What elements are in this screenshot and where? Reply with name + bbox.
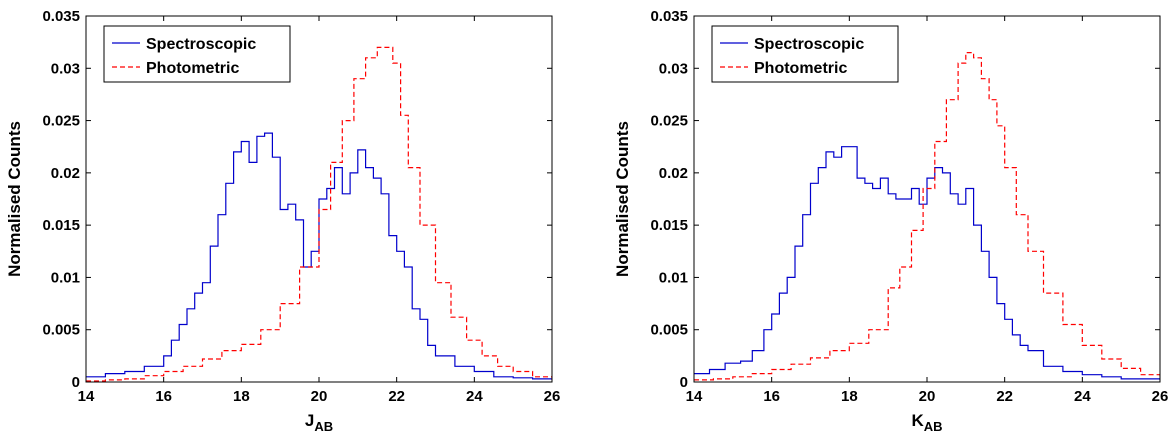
y-tick-label: 0.015 <box>42 217 80 234</box>
legend-label-photometric: Photometric <box>754 60 847 77</box>
x-tick-label: 18 <box>233 388 250 405</box>
x-tick-label: 20 <box>919 388 936 405</box>
y-axis-label: Normalised Counts <box>613 121 632 277</box>
x-tick-label: 26 <box>544 388 561 405</box>
x-axis-label: JAB <box>305 411 333 434</box>
legend: Spectroscopic Photometric <box>711 25 899 83</box>
series-photometric-line <box>86 46 552 382</box>
x-tick-label: 22 <box>996 388 1013 405</box>
y-tick-label: 0 <box>72 374 80 391</box>
y-tick-label: 0.005 <box>650 322 688 339</box>
x-tick-label: 18 <box>841 388 858 405</box>
y-tick-label: 0.01 <box>659 269 688 286</box>
y-tick-label: 0.02 <box>659 165 688 182</box>
x-axis-label-main: J <box>305 411 314 430</box>
x-axis-label-subscript: AB <box>314 419 333 434</box>
x-tick-label: 22 <box>388 388 405 405</box>
y-tick-label: 0.02 <box>51 165 80 182</box>
chart-panel-k-band: 14 16 18 20 22 24 26 0 0.005 0.01 0.015 0.02 0.025 0.… <box>613 8 1168 434</box>
x-tick-label: 16 <box>155 388 172 405</box>
x-axis-label-main: K <box>911 411 924 430</box>
y-tick-label: 0 <box>680 374 688 391</box>
y-tick-label: 0.03 <box>51 60 80 77</box>
legend-box <box>103 25 291 83</box>
y-tick-label: 0.035 <box>42 8 80 25</box>
legend-label-spectroscopic: Spectroscopic <box>754 36 864 53</box>
y-tick-label: 0.025 <box>650 113 688 130</box>
x-tick-label: 14 <box>686 388 703 405</box>
y-axis-label: Normalised Counts <box>5 121 24 277</box>
y-tick-label: 0.025 <box>42 113 80 130</box>
y-tick-label: 0.01 <box>51 269 80 286</box>
legend-box <box>711 25 899 83</box>
x-axis-label-subscript: AB <box>924 419 943 434</box>
x-tick-label: 24 <box>1074 388 1091 405</box>
x-tick-label: 24 <box>466 388 483 405</box>
y-tick-label: 0.005 <box>42 322 80 339</box>
x-tick-label: 16 <box>763 388 780 405</box>
x-tick-label: 26 <box>1152 388 1169 405</box>
y-tick-label: 0.035 <box>650 8 688 25</box>
legend: Spectroscopic Photometric <box>103 25 291 83</box>
legend-label-photometric: Photometric <box>146 60 239 77</box>
x-axis-label: KAB <box>911 411 942 434</box>
x-tick-label: 14 <box>78 388 95 405</box>
series-photometric-line <box>694 52 1160 381</box>
x-tick-label: 20 <box>311 388 328 405</box>
y-tick-label: 0.015 <box>650 217 688 234</box>
chart-panel-j-band: 14 16 18 20 22 24 26 0 0.005 0.01 0.015 0.02 0.025 0.… <box>5 8 560 434</box>
legend-label-spectroscopic: Spectroscopic <box>146 36 256 53</box>
y-tick-label: 0.03 <box>659 60 688 77</box>
series-spectroscopic-line <box>694 146 1160 380</box>
